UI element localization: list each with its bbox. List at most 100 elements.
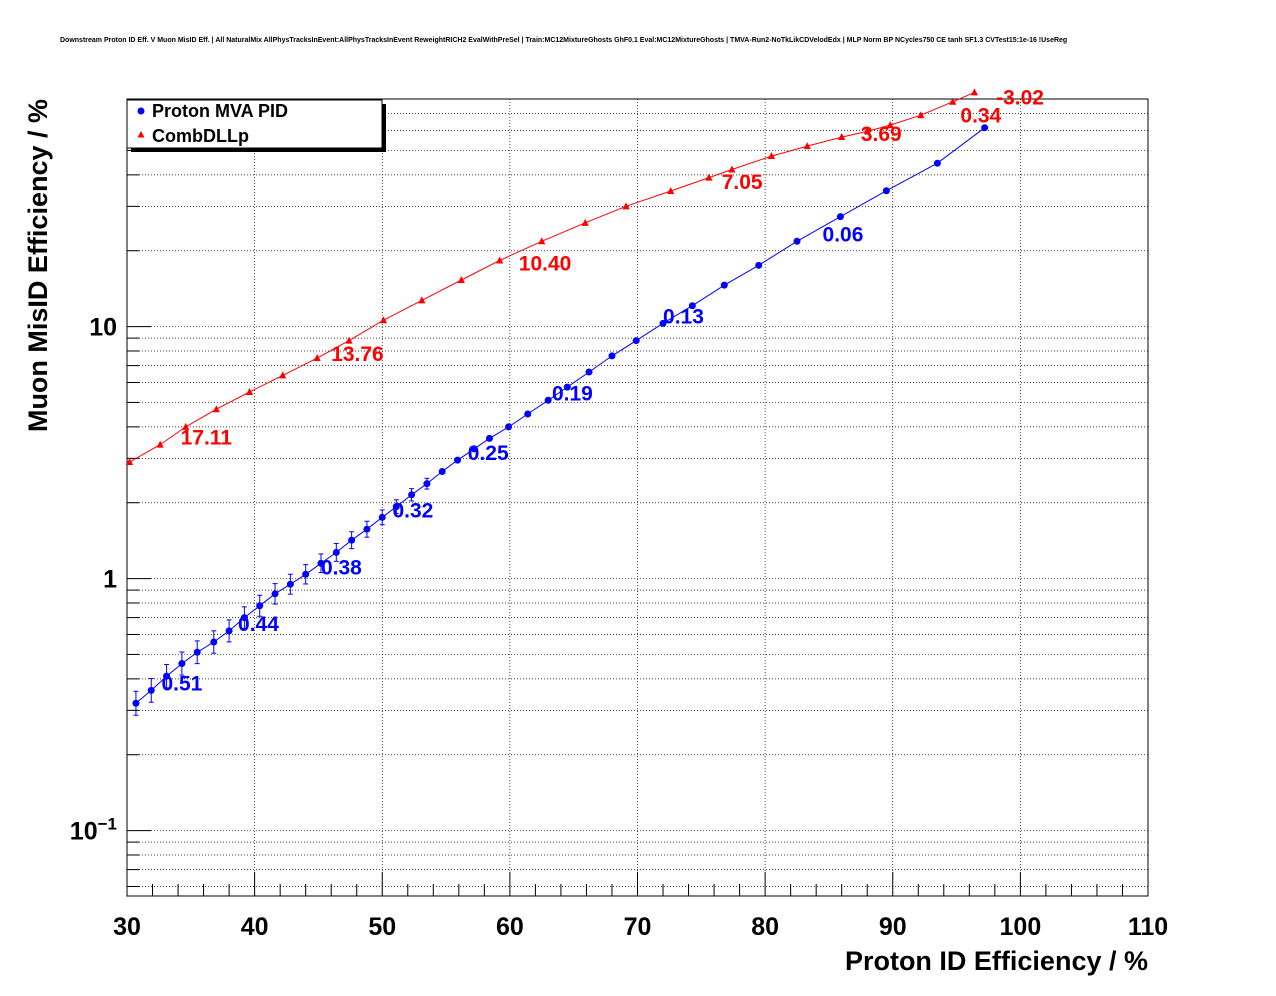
data-point xyxy=(720,281,728,289)
x-tick-label: 50 xyxy=(368,913,396,941)
data-point xyxy=(302,570,310,578)
legend: Proton MVA PID CombDLLp xyxy=(126,99,386,152)
data-point xyxy=(622,202,630,210)
data-point xyxy=(256,602,264,610)
x-tick-label: 60 xyxy=(496,913,524,941)
legend-label-proton-mva: Proton MVA PID xyxy=(152,101,288,121)
data-point xyxy=(505,423,513,431)
y-tick-labels: 10−1 1 10 xyxy=(70,314,117,846)
point-label: 7.05 xyxy=(722,171,763,194)
data-point xyxy=(836,213,844,221)
data-point xyxy=(917,111,925,119)
point-label: 0.19 xyxy=(552,382,593,405)
series-line-proton-mva xyxy=(135,127,985,704)
x-tick-label: 100 xyxy=(1000,913,1042,941)
point-label: 0.06 xyxy=(823,223,864,246)
point-label: 17.11 xyxy=(181,427,233,450)
data-point xyxy=(524,410,532,418)
data-point xyxy=(544,396,552,404)
data-point xyxy=(193,648,201,656)
x-axis-title: Proton ID Efficiency / % xyxy=(845,946,1148,976)
data-point xyxy=(225,627,233,635)
point-label: 0.38 xyxy=(321,556,362,579)
data-point xyxy=(705,173,713,181)
data-point xyxy=(245,388,254,396)
data-point xyxy=(332,548,340,556)
data-point xyxy=(163,672,171,680)
data-point xyxy=(863,127,871,135)
point-label: 0.51 xyxy=(161,672,202,695)
data-point xyxy=(279,371,287,379)
data-point xyxy=(132,699,140,707)
point-label: -3.02 xyxy=(996,87,1044,110)
data-point xyxy=(949,97,957,105)
grid xyxy=(127,98,1148,896)
data-point xyxy=(981,124,989,132)
series-proton-mva xyxy=(132,124,989,716)
point-label: 0.44 xyxy=(238,613,279,636)
data-point xyxy=(271,590,279,598)
x-tick-label: 80 xyxy=(751,913,779,941)
data-point xyxy=(470,445,478,453)
data-point xyxy=(632,337,640,345)
data-point xyxy=(317,559,325,567)
data-point xyxy=(392,503,400,511)
data-point xyxy=(240,614,248,622)
data-point xyxy=(147,686,155,694)
data-point xyxy=(423,480,431,488)
data-point xyxy=(886,121,894,129)
data-point xyxy=(348,536,356,544)
data-point xyxy=(454,456,462,464)
series-layer xyxy=(125,88,989,716)
point-label: 3.69 xyxy=(861,123,902,146)
data-point xyxy=(125,458,134,466)
y-axis-title: Muon MisID Efficiency / % xyxy=(23,99,53,432)
data-point xyxy=(667,187,675,195)
axis-ticks xyxy=(126,98,1149,896)
data-point xyxy=(803,142,811,150)
data-point xyxy=(178,660,186,668)
x-tick-label: 70 xyxy=(624,913,652,941)
data-point xyxy=(182,422,190,430)
x-tick-label: 90 xyxy=(879,913,907,941)
data-point xyxy=(585,368,593,376)
point-label: 0.34 xyxy=(960,105,1001,128)
data-point xyxy=(363,525,371,533)
point-labels: 0.51 0.44 0.38 0.32 0.25 0.19 0.13 0.06 17.11 13.… xyxy=(161,87,1044,696)
data-point xyxy=(688,302,696,310)
data-point xyxy=(485,434,493,442)
plot-frame xyxy=(126,98,1149,897)
data-point xyxy=(438,468,446,476)
point-label: 13.76 xyxy=(331,343,384,366)
data-point xyxy=(659,319,667,327)
data-point xyxy=(563,383,571,391)
x-tick-label: 110 xyxy=(1128,913,1168,941)
legend-label-combdllp: CombDLLp xyxy=(152,126,249,146)
data-point xyxy=(313,354,321,362)
point-label: 0.13 xyxy=(663,305,704,328)
data-point xyxy=(156,440,164,448)
data-point xyxy=(418,296,426,304)
data-point xyxy=(882,187,890,195)
data-point xyxy=(581,218,589,226)
y-tick-label: 1 xyxy=(103,566,117,594)
data-point xyxy=(457,276,465,284)
data-point xyxy=(345,336,353,344)
data-point xyxy=(838,133,846,141)
data-point xyxy=(767,152,776,160)
data-point xyxy=(608,352,616,360)
legend-marker-proton-mva xyxy=(137,107,145,115)
x-tick-labels: 30 40 50 60 70 80 90 100 110 xyxy=(113,913,1168,941)
series-line-combdllp xyxy=(129,91,975,463)
chart-title: Downstream Proton ID Eff. V Muon MisID E… xyxy=(60,37,1067,44)
data-point xyxy=(538,237,546,245)
data-point xyxy=(286,580,294,588)
data-point xyxy=(933,159,941,167)
data-point xyxy=(793,237,801,245)
data-point xyxy=(728,165,736,173)
data-point xyxy=(496,256,504,264)
data-point xyxy=(408,491,416,499)
data-point xyxy=(378,513,386,521)
y-tick-label: 10 xyxy=(89,314,117,342)
